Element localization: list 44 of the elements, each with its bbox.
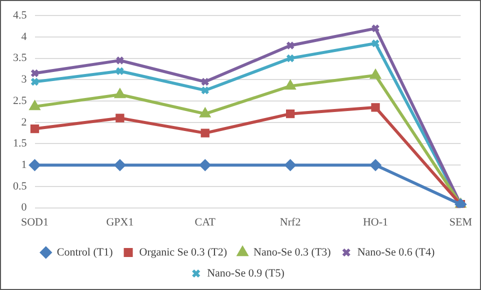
x-tick-label: Nrf2 (280, 216, 301, 228)
point (114, 160, 126, 171)
point (116, 66, 124, 76)
y-tick-label: 3.5 (13, 52, 28, 64)
legend-label: Nano-Se 0.9 (T5) (207, 267, 285, 280)
point (116, 114, 124, 122)
x-tick-label: CAT (194, 216, 216, 228)
y-tick-label: 2 (21, 116, 27, 128)
point (200, 128, 210, 138)
x-tick-label: SOD1 (20, 216, 49, 228)
x-tick-label: SEM (449, 216, 472, 228)
x-tick-label: HO-1 (362, 216, 388, 228)
point (371, 39, 380, 48)
point (284, 160, 296, 171)
y-tick-label: 3 (21, 74, 28, 86)
point (285, 80, 296, 90)
y-tick-label: 4.5 (13, 9, 28, 22)
point (29, 160, 40, 171)
point (30, 101, 40, 110)
y-tick-label: 0 (21, 202, 28, 214)
y-tick-label: 1.5 (13, 138, 28, 150)
point (371, 24, 380, 33)
legend-label: Organic Se 0.3 (T2) (139, 246, 228, 258)
legend-label: Control (T1) (56, 246, 114, 258)
x-tick-label: GPX1 (106, 216, 134, 228)
point (286, 41, 295, 50)
y-tick-label: 1 (21, 158, 27, 171)
y-tick-label: 4 (21, 30, 28, 43)
legend-label: Nano-Se 0.6 (T4) (357, 246, 435, 258)
point (370, 160, 382, 171)
y-tick-label: 2.5 (13, 94, 28, 107)
point (200, 108, 210, 118)
point (286, 110, 295, 118)
legend-label: Nano-Se 0.3 (T3) (254, 246, 332, 258)
point (370, 70, 380, 79)
point (114, 89, 125, 98)
point (30, 124, 40, 134)
point (200, 160, 211, 171)
point (371, 103, 380, 112)
point (200, 86, 210, 95)
y-tick-label: 0.5 (13, 180, 28, 192)
point (200, 77, 210, 86)
point (286, 54, 295, 63)
point (116, 56, 124, 65)
